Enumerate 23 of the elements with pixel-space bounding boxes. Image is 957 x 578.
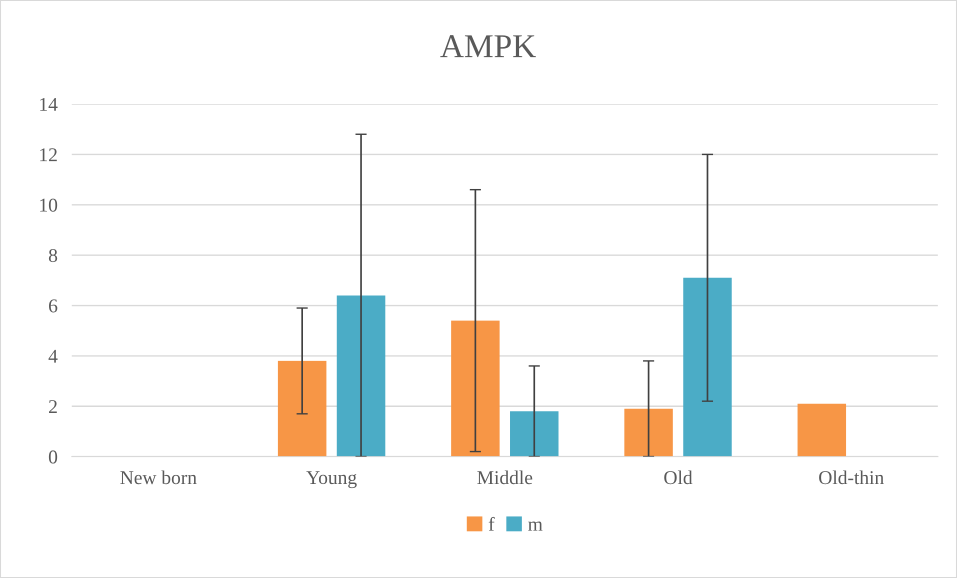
y-tick-label: 2 <box>49 400 57 413</box>
y-tick-label: 4 <box>48 350 58 363</box>
bar <box>336 295 386 457</box>
y-tick-label: 0 <box>48 450 58 464</box>
chart-title: AMPK <box>440 35 536 58</box>
x-tick-label: Middle <box>477 470 532 484</box>
bar <box>683 278 732 457</box>
bar <box>451 320 500 457</box>
y-tick-label: 10 <box>40 198 58 212</box>
bar <box>510 411 559 457</box>
y-tick-label: 8 <box>48 248 58 262</box>
legend-label: m <box>528 521 543 531</box>
x-tick-label: Old-thin <box>819 470 884 484</box>
y-tick-label: 12 <box>40 148 57 162</box>
y-tick-label: 14 <box>40 98 58 111</box>
bar <box>798 404 846 457</box>
x-tick-label: Young <box>306 471 357 488</box>
x-tick-label: New born <box>120 470 197 484</box>
y-tick-label: 6 <box>49 299 58 312</box>
bar <box>278 360 326 457</box>
x-tick-label: Old <box>664 470 692 484</box>
bar <box>624 408 673 457</box>
legend-label: f <box>488 516 495 531</box>
